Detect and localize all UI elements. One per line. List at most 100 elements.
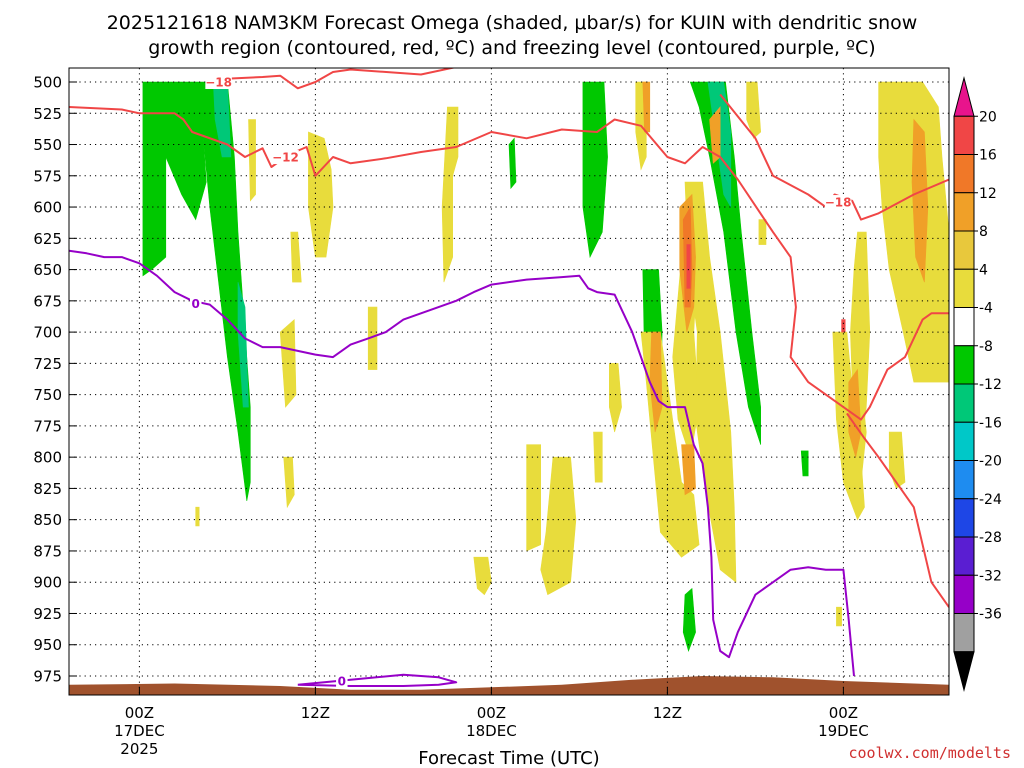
y-tick-label-825: 825: [33, 480, 62, 498]
x-tick-label-20-0: 00Z: [477, 704, 506, 722]
contour-label-0: −18: [205, 76, 232, 90]
y-tick-label-925: 925: [33, 605, 62, 623]
omega-region-38: [649, 331, 663, 433]
omega-region-27: [684, 181, 737, 583]
x-tick-label-10-0: 12Z: [301, 704, 330, 722]
y-tick-label-750: 750: [33, 386, 62, 404]
omega-region-2: [195, 81, 251, 501]
x-tick-label-40-1: 19DEC: [818, 722, 869, 740]
y-tick-label-625: 625: [33, 230, 62, 248]
omega-region-12: [248, 119, 256, 202]
x-axis-label: Forecast Time (UTC): [418, 748, 599, 768]
colorbar-bin-15: [953, 651, 975, 692]
omega-region-44: [911, 118, 929, 283]
x-tick-label-20-1: 18DEC: [466, 722, 517, 740]
colorbar-label-13: -36: [979, 607, 1002, 623]
y-tick-label-725: 725: [33, 355, 62, 373]
colorbar-label-10: -24: [979, 492, 1002, 508]
colorbar-label-11: -28: [979, 530, 1002, 546]
colorbar: 20 16 12 8 4 -4 -8 -12 -16 -20 -24 -28 -32 -36: [953, 76, 1002, 692]
omega-region-22: [593, 431, 603, 483]
y-tick-label-850: 850: [33, 511, 62, 529]
colorbar-bin-10: [953, 460, 975, 500]
contour-0-5: [297, 673, 458, 687]
contour-label-bg-0: [205, 75, 232, 89]
omega-region-35: [888, 431, 906, 489]
colorbar-label-4: 4: [979, 262, 988, 278]
colorbar-label-3: 8: [979, 224, 988, 240]
colorbar-label-12: -32: [979, 568, 1002, 584]
contour-0-4: [69, 249, 855, 677]
terrain-surface: [69, 676, 949, 695]
omega-region-5: [582, 81, 608, 259]
chart-title-line2: growth region (contoured, red, ºC) and f…: [148, 37, 875, 59]
omega-region-20: [526, 444, 542, 552]
colorbar-label-2: 12: [979, 186, 997, 202]
contour-layer: −18 −18 −12 0 0: [69, 68, 949, 689]
omega-region-23: [608, 363, 622, 433]
colorbar-bin-11: [953, 498, 975, 538]
colorbar-bin-9: [953, 421, 975, 461]
omega-region-21: [540, 456, 577, 596]
colorbar-bin-4: [953, 230, 975, 270]
omega-region-8: [689, 81, 762, 445]
y-tick-label-700: 700: [33, 324, 62, 342]
x-tick-label-0-0: 00Z: [125, 704, 154, 722]
omega-region-10: [682, 587, 696, 652]
omega-region-29: [758, 219, 767, 245]
contour-label-bg-4: [189, 296, 202, 311]
y-tick-label-950: 950: [33, 636, 62, 654]
omega-region-37: [195, 506, 200, 527]
omega-region-17: [283, 456, 295, 509]
omega-region-30: [836, 606, 842, 627]
x-tick-label-0-1: 17DEC: [114, 722, 165, 740]
y-tick-label-600: 600: [33, 199, 62, 217]
contour-label-5: 0: [338, 675, 346, 689]
y-tick-label-775: 775: [33, 417, 62, 435]
colorbar-bin-8: [953, 383, 975, 423]
plot-frame: [68, 67, 950, 696]
colorbar-label-0: 20: [979, 109, 997, 125]
colorbar-bin-14: [953, 613, 975, 653]
y-tick-label-875: 875: [33, 542, 62, 560]
omega-region-47: [841, 319, 846, 333]
x-tick-label-40-0: 00Z: [829, 704, 858, 722]
y-tick-label-525: 525: [33, 105, 62, 123]
chart-title-line1: 2025121618 NAM3KM Forecast Omega (shaded…: [107, 12, 918, 34]
x-tick-label-30-0: 12Z: [653, 704, 682, 722]
omega-region-19: [473, 556, 492, 596]
y-tick-label-975: 975: [33, 668, 62, 686]
y-tick-label-575: 575: [33, 167, 62, 185]
colorbar-label-9: -20: [979, 454, 1002, 470]
omega-region-34: [878, 81, 949, 383]
colorbar-bin-7: [953, 345, 975, 385]
colorbar-bin-12: [953, 536, 975, 576]
contour--12-2: [69, 106, 949, 421]
omega-region-18: [441, 106, 459, 283]
omega-region-42: [681, 444, 696, 496]
credit-text: coolwx.com/modelts: [848, 744, 1011, 762]
colorbar-bin-13: [953, 574, 975, 614]
y-tick-label-500: 500: [33, 74, 62, 92]
contour-label-2: −12: [272, 151, 299, 165]
omega-region-43: [848, 368, 862, 458]
omega-region-4: [237, 282, 249, 408]
plot-area: −18 −18 −12 0 0: [69, 68, 949, 695]
colorbar-bin-2: [953, 154, 975, 194]
x-tick-label-0-2: 2025: [120, 740, 158, 758]
omega-region-0: [142, 81, 167, 277]
colorbar-label-1: 16: [979, 148, 997, 164]
omega-region-46: [686, 244, 691, 289]
y-tick-label-675: 675: [33, 292, 62, 310]
contour-label-1: −18: [825, 196, 852, 210]
y-tick-label-550: 550: [33, 136, 62, 154]
contour--12-3: [846, 412, 949, 608]
contour-label-bg-2: [272, 150, 299, 165]
colorbar-bin-6: [953, 307, 975, 347]
omega-region-39: [642, 81, 651, 133]
y-axis: 500 525 550 575 600 625 650 675 700 725 750 775 800 8…: [33, 74, 77, 686]
colorbar-label-7: -12: [979, 377, 1002, 393]
colorbar-label-5: -4: [979, 301, 993, 317]
colorbar-bin-5: [953, 268, 975, 308]
